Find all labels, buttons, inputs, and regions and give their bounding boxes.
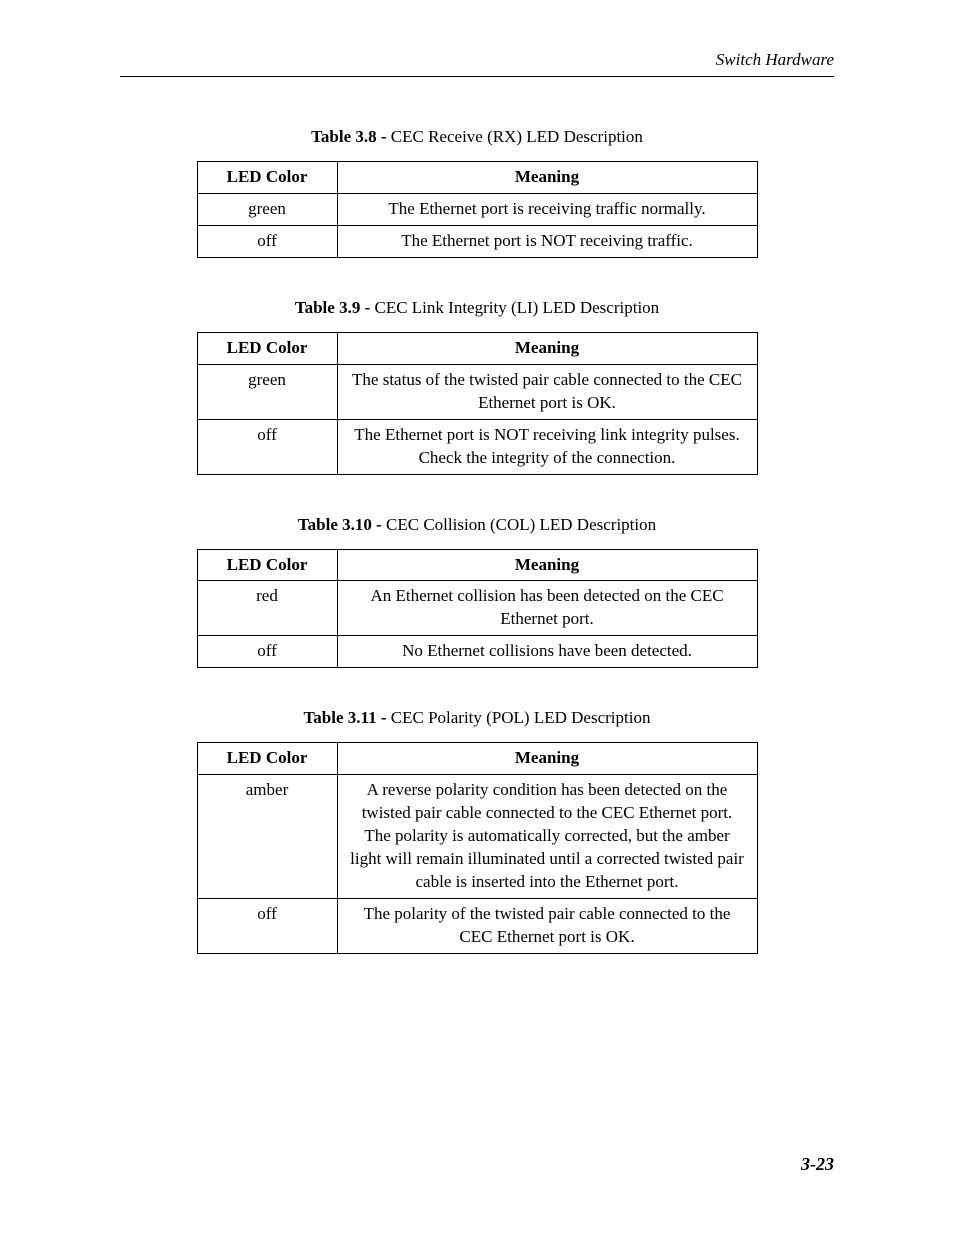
table-caption-prefix: Table 3.11 - — [304, 708, 391, 727]
cell-meaning: The Ethernet port is NOT receiving link … — [337, 419, 757, 474]
table-caption: Table 3.11 - CEC Polarity (POL) LED Desc… — [120, 708, 834, 728]
table-caption-title: CEC Receive (RX) LED Description — [391, 127, 643, 146]
cell-led-color: off — [197, 636, 337, 668]
cell-meaning: The status of the twisted pair cable con… — [337, 364, 757, 419]
cell-meaning: The Ethernet port is receiving traffic n… — [337, 193, 757, 225]
cell-led-color: red — [197, 581, 337, 636]
col-header-meaning: Meaning — [337, 549, 757, 581]
cell-led-color: amber — [197, 775, 337, 899]
table-row: amber A reverse polarity condition has b… — [197, 775, 757, 899]
table-header-row: LED Color Meaning — [197, 162, 757, 194]
table-row: green The status of the twisted pair cab… — [197, 364, 757, 419]
table-row: red An Ethernet collision has been detec… — [197, 581, 757, 636]
table-header-row: LED Color Meaning — [197, 743, 757, 775]
cell-meaning: No Ethernet collisions have been detecte… — [337, 636, 757, 668]
table-pol-led: LED Color Meaning amber A reverse polari… — [197, 742, 758, 954]
cell-led-color: off — [197, 225, 337, 257]
cell-led-color: off — [197, 419, 337, 474]
col-header-meaning: Meaning — [337, 743, 757, 775]
table-caption: Table 3.8 - CEC Receive (RX) LED Descrip… — [120, 127, 834, 147]
cell-led-color: off — [197, 898, 337, 953]
table-caption-title: CEC Collision (COL) LED Description — [386, 515, 656, 534]
page: Switch Hardware Table 3.8 - CEC Receive … — [0, 0, 954, 1235]
table-row: off No Ethernet collisions have been det… — [197, 636, 757, 668]
col-header-led-color: LED Color — [197, 162, 337, 194]
cell-led-color: green — [197, 364, 337, 419]
table-row: off The Ethernet port is NOT receiving t… — [197, 225, 757, 257]
table-header-row: LED Color Meaning — [197, 332, 757, 364]
page-number: 3-23 — [801, 1154, 834, 1175]
cell-meaning: An Ethernet collision has been detected … — [337, 581, 757, 636]
table-caption-title: CEC Link Integrity (LI) LED Description — [374, 298, 659, 317]
running-header: Switch Hardware — [120, 50, 834, 77]
table-caption-prefix: Table 3.8 - — [311, 127, 391, 146]
table-row: green The Ethernet port is receiving tra… — [197, 193, 757, 225]
table-li-led: LED Color Meaning green The status of th… — [197, 332, 758, 475]
table-caption-prefix: Table 3.9 - — [295, 298, 375, 317]
cell-meaning: The polarity of the twisted pair cable c… — [337, 898, 757, 953]
table-caption-prefix: Table 3.10 - — [298, 515, 386, 534]
table-row: off The Ethernet port is NOT receiving l… — [197, 419, 757, 474]
col-header-led-color: LED Color — [197, 549, 337, 581]
table-caption: Table 3.9 - CEC Link Integrity (LI) LED … — [120, 298, 834, 318]
col-header-led-color: LED Color — [197, 332, 337, 364]
table-col-led: LED Color Meaning red An Ethernet collis… — [197, 549, 758, 669]
col-header-meaning: Meaning — [337, 332, 757, 364]
cell-meaning: A reverse polarity condition has been de… — [337, 775, 757, 899]
table-header-row: LED Color Meaning — [197, 549, 757, 581]
cell-led-color: green — [197, 193, 337, 225]
table-caption: Table 3.10 - CEC Collision (COL) LED Des… — [120, 515, 834, 535]
table-caption-title: CEC Polarity (POL) LED Description — [391, 708, 651, 727]
cell-meaning: The Ethernet port is NOT receiving traff… — [337, 225, 757, 257]
table-row: off The polarity of the twisted pair cab… — [197, 898, 757, 953]
table-rx-led: LED Color Meaning green The Ethernet por… — [197, 161, 758, 258]
col-header-meaning: Meaning — [337, 162, 757, 194]
col-header-led-color: LED Color — [197, 743, 337, 775]
